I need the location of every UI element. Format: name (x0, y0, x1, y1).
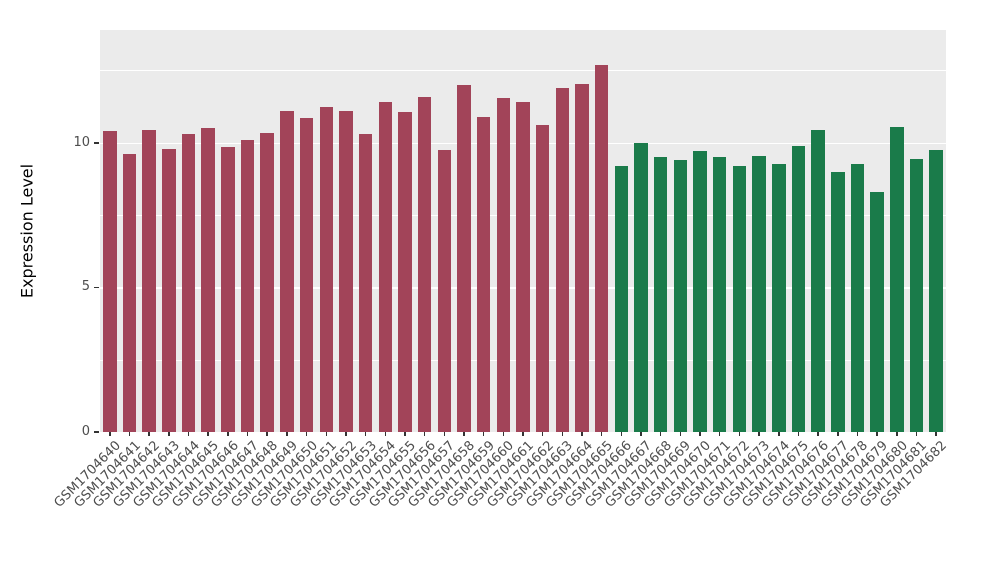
x-tick-mark (876, 432, 878, 436)
bar-GSM1704646 (221, 147, 235, 432)
x-tick-mark (227, 432, 229, 436)
x-tick-mark (384, 432, 387, 436)
x-tick-mark (561, 432, 564, 436)
bar-GSM1704657 (437, 150, 452, 432)
bar-GSM1704652 (339, 110, 353, 432)
gridline-minor (100, 70, 946, 72)
bar-GSM1704664 (575, 83, 589, 432)
x-tick-mark (896, 432, 898, 436)
x-tick-mark (856, 432, 859, 436)
x-tick-mark (935, 432, 937, 436)
y-tick-label: 5 (81, 279, 90, 295)
x-tick-mark (305, 432, 308, 436)
bar-GSM1704675 (791, 145, 806, 432)
y-tick-mark (94, 142, 99, 144)
bar-GSM1704679 (870, 191, 884, 432)
x-tick-mark (325, 432, 327, 436)
x-tick-mark (482, 432, 485, 436)
bar-GSM1704682 (929, 150, 943, 432)
x-tick-mark (817, 432, 819, 436)
x-tick-mark (679, 432, 682, 436)
x-tick-mark (463, 432, 465, 436)
bar-GSM1704665 (594, 64, 609, 432)
bar-GSM1704641 (122, 154, 137, 432)
bar-GSM1704650 (299, 118, 314, 432)
x-tick-mark (522, 432, 524, 436)
bar-GSM1704645 (201, 128, 215, 432)
x-tick-mark (581, 432, 583, 436)
y-tick-label: 10 (73, 134, 90, 150)
bar-GSM1704648 (260, 132, 274, 432)
x-tick-mark (915, 432, 918, 436)
bar-GSM1704672 (732, 165, 747, 432)
bar-GSM1704644 (181, 134, 196, 432)
bar-GSM1704668 (653, 157, 668, 432)
bar-GSM1704640 (103, 131, 117, 432)
bar-GSM1704680 (890, 126, 904, 432)
bar-GSM1704671 (712, 157, 727, 432)
bar-GSM1704643 (162, 148, 176, 432)
bar-GSM1704651 (319, 106, 333, 432)
x-tick-mark (797, 432, 800, 436)
bar-GSM1704667 (634, 142, 648, 432)
bar-GSM1704656 (417, 96, 432, 432)
x-tick-mark (246, 432, 249, 436)
bar-GSM1704660 (496, 97, 511, 432)
x-tick-mark (541, 432, 544, 436)
bar-GSM1704653 (358, 134, 373, 432)
x-tick-mark (404, 432, 406, 436)
bar-GSM1704661 (516, 102, 530, 432)
bar-GSM1704654 (378, 102, 393, 432)
bar-GSM1704658 (457, 84, 471, 432)
x-tick-mark (148, 432, 150, 436)
y-tick-mark (94, 431, 99, 433)
bar-GSM1704659 (476, 116, 491, 432)
y-axis-title: Expression Level (17, 163, 37, 299)
bar-GSM1704670 (693, 151, 707, 432)
bar-GSM1704642 (142, 129, 156, 432)
x-tick-mark (345, 432, 347, 436)
x-tick-mark (837, 432, 839, 436)
x-tick-mark (640, 432, 642, 436)
bar-GSM1704677 (831, 171, 845, 432)
x-tick-mark (718, 432, 721, 436)
x-tick-mark (109, 432, 111, 436)
x-tick-mark (187, 432, 190, 436)
bar-GSM1704669 (673, 160, 688, 432)
bar-GSM1704674 (772, 164, 786, 432)
x-tick-mark (738, 432, 741, 436)
x-tick-mark (266, 432, 268, 436)
x-tick-mark (502, 432, 505, 436)
bar-GSM1704655 (398, 112, 412, 432)
x-tick-mark (364, 432, 367, 436)
y-tick-label: 0 (81, 424, 90, 439)
x-tick-mark (128, 432, 131, 436)
bar-GSM1704662 (535, 125, 550, 432)
x-tick-mark (758, 432, 760, 436)
x-tick-mark (443, 432, 446, 436)
x-tick-mark (620, 432, 623, 436)
bar-GSM1704647 (240, 139, 255, 432)
bar-GSM1704676 (811, 129, 825, 432)
y-tick-mark (94, 286, 99, 289)
bar-GSM1704681 (909, 158, 924, 432)
x-tick-mark (699, 432, 701, 436)
plot-panel (100, 30, 946, 434)
x-tick-mark (659, 432, 662, 436)
x-tick-mark (207, 432, 209, 436)
x-tick-mark (286, 432, 288, 436)
bar-GSM1704673 (752, 155, 766, 432)
bar-GSM1704663 (555, 87, 570, 432)
x-tick-mark (168, 432, 170, 436)
x-tick-mark (600, 432, 603, 436)
bar-GSM1704666 (614, 165, 629, 432)
x-tick-mark (778, 432, 780, 436)
x-tick-mark (423, 432, 426, 436)
bar-GSM1704678 (850, 164, 865, 432)
bar-GSM1704649 (280, 110, 294, 432)
